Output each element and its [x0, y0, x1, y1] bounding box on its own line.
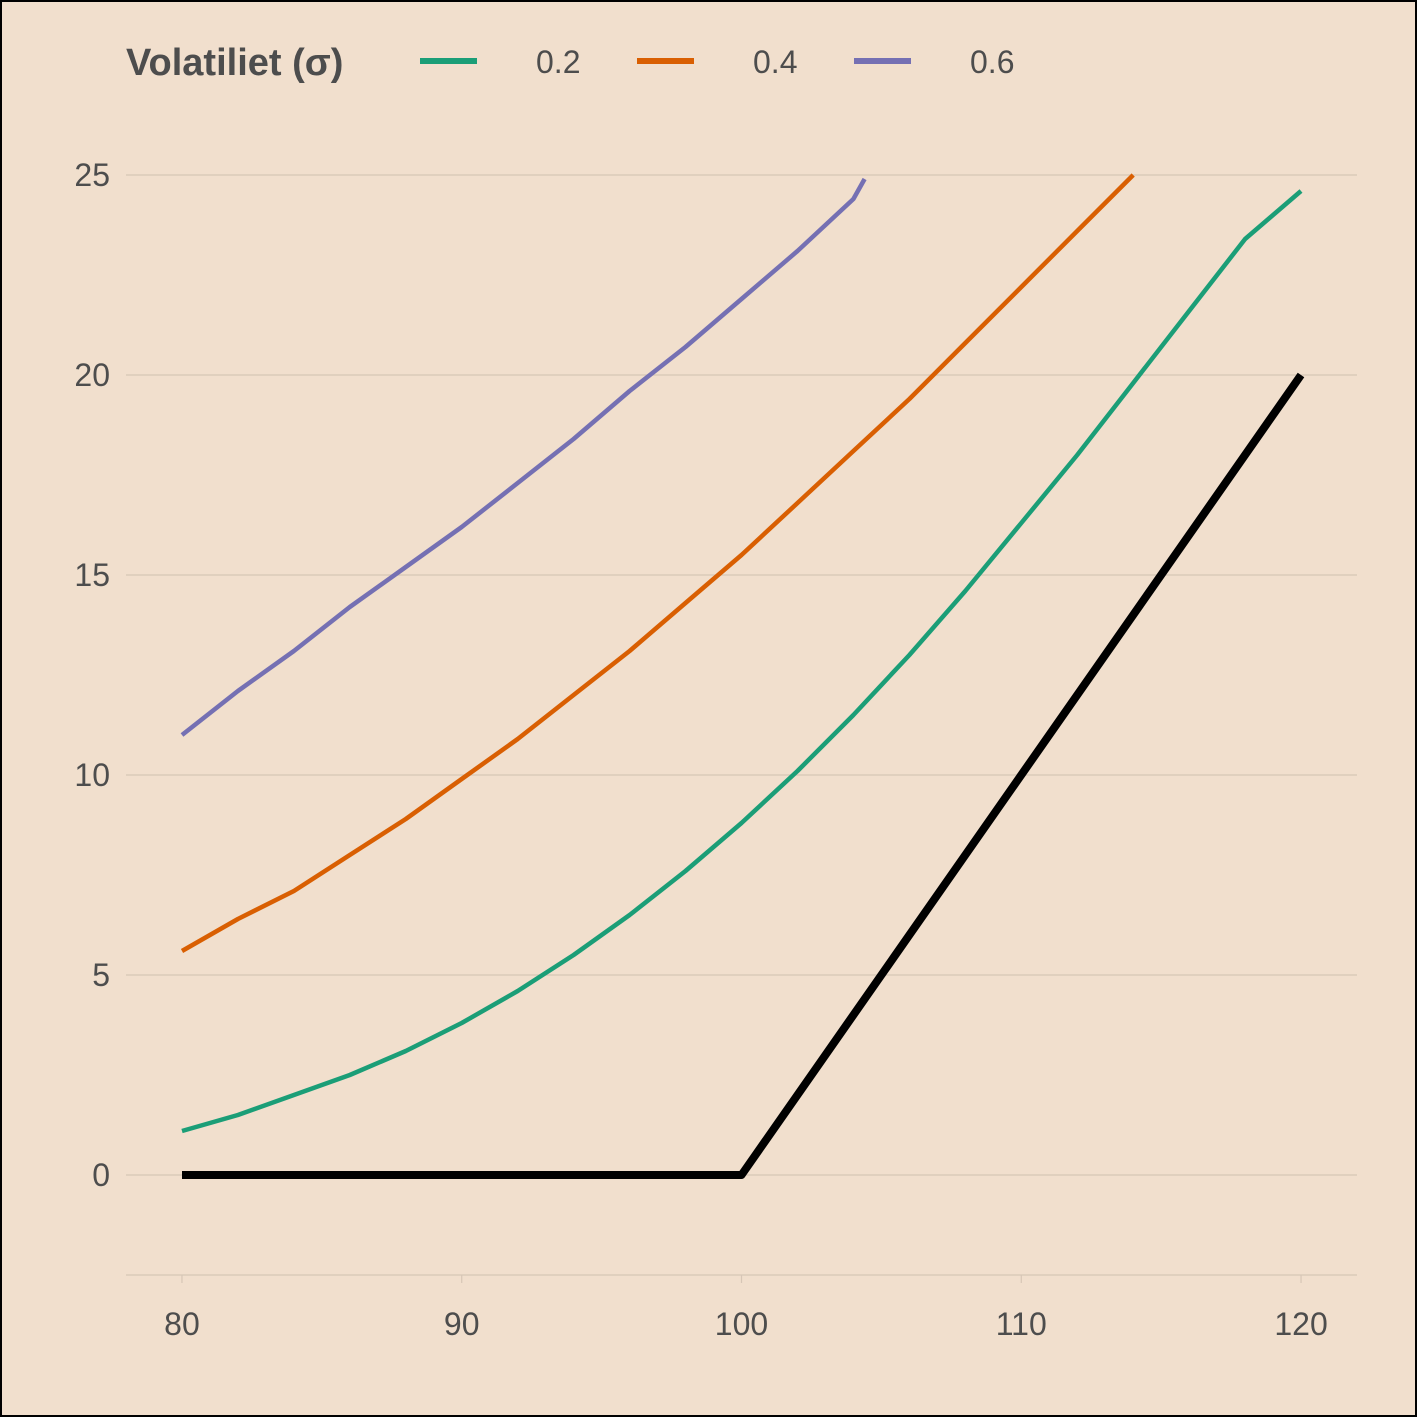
x-tick-label: 80: [164, 1306, 200, 1342]
y-tick-label: 15: [74, 557, 110, 593]
legend: Volatiliet (σ) 0.2 0.4 0.6: [126, 42, 1014, 84]
grid-lines: [126, 174, 1357, 1276]
legend-label-0-4: 0.4: [753, 44, 797, 80]
y-tick-label: 5: [92, 957, 110, 993]
y-tick-label: 25: [74, 157, 110, 193]
y-tick-label: 20: [74, 357, 110, 393]
legend-label-0-2: 0.2: [536, 44, 580, 80]
x-tick-label: 120: [1274, 1306, 1327, 1342]
y-tick-label: 0: [92, 1157, 110, 1193]
series-line-0-6: [180, 177, 867, 737]
x-tick-label: 90: [444, 1306, 480, 1342]
series-line-0-4: [180, 173, 1135, 953]
payoff-line: [182, 372, 1305, 1179]
y-tick-label: 10: [74, 757, 110, 793]
y-axis-ticks: 0 5 10 15 20 25: [74, 157, 110, 1193]
legend-title: Volatiliet (σ): [126, 42, 343, 84]
x-tick-label: 110: [996, 1306, 1047, 1342]
series-lines: [180, 173, 1305, 1179]
legend-label-0-6: 0.6: [970, 44, 1014, 80]
series-line-0-2: [181, 189, 1303, 1134]
x-axis-ticks: 80 90 100 110 120: [164, 1275, 1328, 1342]
x-tick-label: 100: [715, 1306, 768, 1342]
